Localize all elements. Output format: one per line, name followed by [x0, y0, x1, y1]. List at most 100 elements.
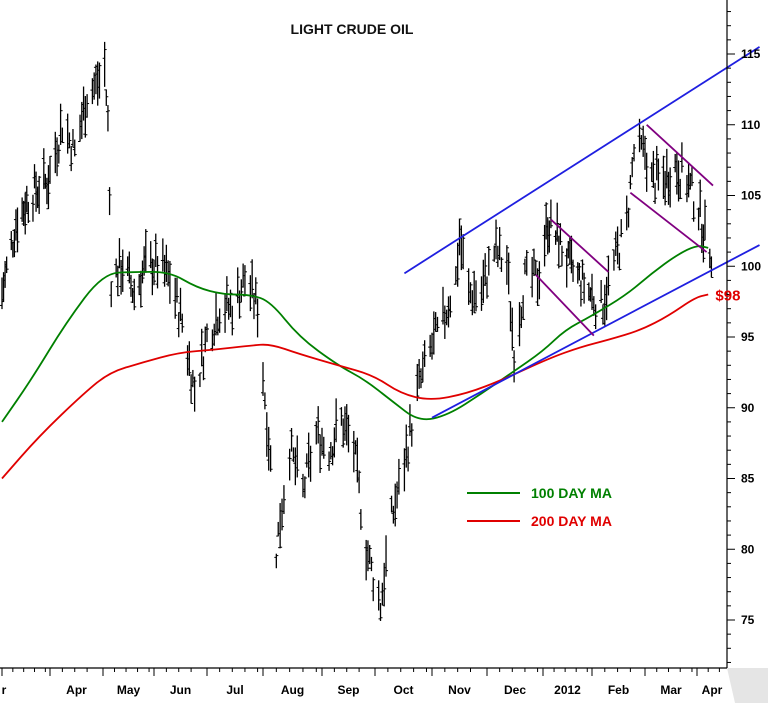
- price-bar: [382, 562, 387, 607]
- y-tick-label: 85: [741, 472, 755, 486]
- price-bar: [23, 192, 28, 235]
- price-bar: [217, 308, 222, 333]
- y-tick-label: 80: [741, 542, 755, 556]
- price-bar: [544, 202, 549, 240]
- moving-average-lines: [1, 245, 709, 480]
- price-bar: [555, 202, 560, 242]
- x-tick-label: Oct: [393, 683, 413, 697]
- legend-label: 200 DAY MA: [531, 513, 612, 529]
- price-bar: [248, 275, 253, 312]
- price-bar: [406, 446, 411, 472]
- price-bar: [371, 577, 376, 602]
- price-bar: [143, 229, 148, 273]
- price-bar: [341, 418, 346, 448]
- x-tick-label: May: [117, 683, 141, 697]
- x-tick-label: Apr: [66, 683, 87, 697]
- price-bar: [448, 295, 453, 318]
- price-bar: [474, 280, 478, 312]
- price-bar: [668, 167, 673, 208]
- price-bar: [533, 260, 538, 276]
- price-bar: [632, 144, 637, 162]
- price-bar: [60, 127, 65, 144]
- price-bar: [262, 392, 267, 410]
- price-bar: [4, 256, 9, 274]
- price-bar: [617, 252, 622, 271]
- price-bar: [30, 194, 35, 222]
- price-annotation: $98: [715, 288, 740, 305]
- y-tick-label: 105: [741, 189, 761, 203]
- trend-line: [535, 274, 595, 337]
- price-bar: [524, 250, 529, 276]
- x-tick-label: Feb: [608, 683, 629, 697]
- price-bar: [701, 224, 706, 263]
- price-bar: [321, 436, 326, 459]
- price-bar: [72, 139, 77, 157]
- price-bar: [128, 274, 133, 297]
- y-tick-label: 110: [741, 118, 761, 132]
- price-bar: [56, 144, 61, 164]
- price-bar: [628, 174, 633, 190]
- price-bar: [55, 137, 60, 177]
- price-bar: [499, 257, 504, 272]
- price-bar: [367, 544, 372, 565]
- price-bar: [422, 340, 427, 367]
- price-bar: [521, 295, 526, 320]
- x-tick-label: Jul: [226, 683, 243, 697]
- price-bar: [102, 41, 107, 87]
- price-bar: [709, 256, 714, 278]
- price-bar: [485, 276, 489, 299]
- price-bar: [289, 428, 294, 452]
- price-bar: [468, 282, 473, 304]
- price-bar: [409, 423, 414, 447]
- price-bar: [577, 262, 582, 281]
- price-bar: [611, 249, 616, 271]
- price-bar: [316, 406, 321, 444]
- price-bar: [510, 307, 515, 351]
- price-bar: [201, 356, 206, 381]
- price-bar: [334, 398, 339, 443]
- legend-label: 100 DAY MA: [531, 485, 612, 501]
- price-bar: [58, 103, 63, 145]
- y-tick-label: 115: [741, 47, 761, 61]
- price-bar: [580, 259, 585, 280]
- price-bar: [369, 556, 374, 572]
- price-bar: [308, 445, 313, 482]
- price-bar: [472, 270, 477, 314]
- chart-title: LIGHT CRUDE OIL: [291, 21, 414, 37]
- price-bar: [376, 580, 381, 611]
- y-tick-label: 90: [741, 401, 755, 415]
- price-bar: [274, 553, 279, 569]
- price-bar: [393, 483, 398, 527]
- price-bar: [486, 246, 491, 276]
- price-bar: [663, 170, 668, 206]
- price-bar: [295, 435, 300, 478]
- price-bar: [661, 155, 666, 199]
- price-bar: [517, 302, 522, 347]
- annotations: $98: [715, 288, 740, 305]
- price-bar: [46, 165, 51, 210]
- price-bar: [506, 252, 511, 295]
- x-tick-label: Mar: [660, 683, 682, 697]
- price-bar: [268, 445, 273, 472]
- price-bar: [205, 323, 209, 343]
- price-bar: [117, 238, 122, 269]
- price-bar: [115, 265, 120, 297]
- price-bar: [547, 220, 552, 253]
- price-bar: [346, 414, 351, 453]
- price-bar: [483, 253, 488, 286]
- price-bar: [109, 281, 114, 308]
- price-bar: [302, 476, 307, 499]
- price-bar: [266, 426, 271, 471]
- price-bar: [559, 245, 564, 267]
- price-bar: [418, 368, 423, 389]
- axis-corner: [727, 668, 768, 703]
- price-bar: [255, 298, 260, 338]
- price-bar: [339, 407, 344, 426]
- ma-line-100: [1, 245, 709, 423]
- price-bar: [250, 259, 255, 299]
- price-bar: [548, 199, 553, 229]
- price-bar: [287, 448, 292, 481]
- y-tick-label: 100: [741, 259, 761, 273]
